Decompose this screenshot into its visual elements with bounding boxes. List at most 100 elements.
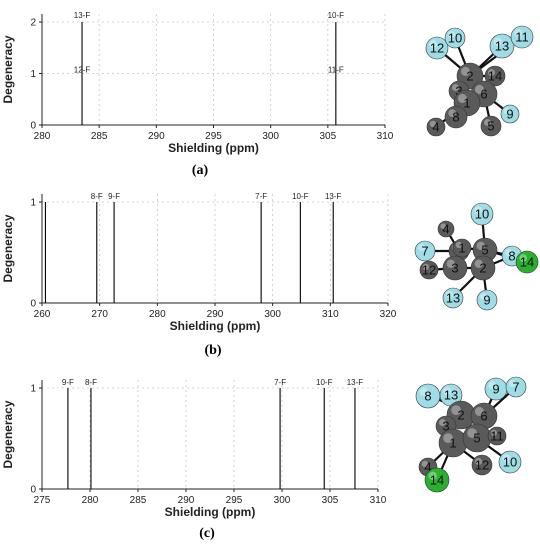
atom-highlight <box>451 405 461 415</box>
atom <box>515 250 539 274</box>
x-tick-label: 275 <box>34 495 51 506</box>
atom-label: 1 <box>463 96 470 111</box>
atom-highlight <box>519 254 528 262</box>
atom-highlight <box>422 263 429 270</box>
y-tick-label: 0 <box>30 485 36 496</box>
x-tick-label: 280 <box>34 131 51 142</box>
x-tick-label: 290 <box>148 131 165 142</box>
atom-highlight <box>419 387 428 396</box>
x-tick-label: 280 <box>82 495 99 506</box>
atom-label: 13 <box>444 388 458 403</box>
atom-highlight <box>474 206 482 214</box>
atom-highlight <box>505 249 512 256</box>
atom-label: 10 <box>448 31 462 46</box>
x-tick-label: 290 <box>207 309 224 320</box>
atom-highlight <box>509 380 516 387</box>
atom <box>452 238 472 258</box>
x-tick-label: 295 <box>226 495 243 506</box>
peak-label: 10-F <box>328 11 345 20</box>
atom-label: 13 <box>446 291 460 306</box>
atom-label: 2 <box>457 408 464 423</box>
atom-label: 10 <box>503 455 517 470</box>
atom-label: 2 <box>466 69 473 84</box>
atom <box>489 33 515 59</box>
atom-highlight <box>476 241 485 250</box>
atom <box>480 115 502 137</box>
atom <box>510 25 534 49</box>
x-tick-label: 310 <box>377 131 394 142</box>
y-axis-title: Degeneracy <box>1 400 15 468</box>
x-tick-label: 260 <box>34 309 51 320</box>
molecule-3: 8 13 9 7 2 6 31 5 11 4 12 10 14 <box>415 376 527 493</box>
atom-highlight <box>428 471 437 480</box>
y-tick-label: 1 <box>30 69 36 80</box>
atom-highlight <box>446 259 455 268</box>
atom-label: 4 <box>442 222 449 237</box>
atom-highlight <box>480 293 487 300</box>
x-tick-label: 310 <box>322 309 339 320</box>
atom-label: 5 <box>481 243 488 258</box>
atom-label: 8 <box>424 389 431 404</box>
atom <box>498 450 522 474</box>
atom-highlight <box>475 458 482 465</box>
atom-label: 12 <box>430 41 444 56</box>
peak-label: 7-F <box>255 192 267 201</box>
chart-panel-2: 260 270 280 290 300 310 320 0 1 Shielding (ppm) De… <box>1 192 397 358</box>
atom-highlight <box>457 93 468 103</box>
x-tick-label: 320 <box>380 309 397 320</box>
atom-label: 7 <box>512 380 519 395</box>
atom-label: 4 <box>432 120 439 135</box>
y-tick-label: 0 <box>30 121 36 132</box>
atom <box>426 117 446 137</box>
atom-highlight <box>503 107 510 114</box>
peak-label: 13-F <box>347 378 364 387</box>
y-tick-label: 0 <box>30 299 36 310</box>
peak-label: 9-F <box>108 192 120 201</box>
atom-label: 9 <box>506 107 513 122</box>
atom-label: 10 <box>475 207 489 222</box>
atom-label: 5 <box>473 431 480 446</box>
y-axis-title: Degeneracy <box>1 35 15 103</box>
y-tick-label: 1 <box>30 384 36 395</box>
atom <box>425 36 449 60</box>
atom-highlight <box>429 120 436 127</box>
y-tick-label: 2 <box>30 18 36 29</box>
peak-label: 13-F <box>74 11 91 20</box>
atom-highlight <box>514 29 523 37</box>
atom-highlight <box>448 31 455 38</box>
y-tick-label: 1 <box>30 198 36 209</box>
x-tick-label: 285 <box>130 495 147 506</box>
atom-highlight <box>429 40 437 49</box>
atom-label: 6 <box>480 87 487 102</box>
atom-highlight <box>488 69 495 76</box>
x-tick-label: 305 <box>322 495 339 506</box>
x-tick-label: 280 <box>149 309 166 320</box>
x-tick-label: 270 <box>91 309 108 320</box>
x-axis-title: Shielding (ppm) <box>170 319 261 333</box>
atom-highlight <box>490 429 497 436</box>
atom-label: 12 <box>422 263 436 278</box>
chart-panel-1: 280 285 290 295 300 305 310 0 1 2 Shielding (ppm) D… <box>1 11 394 178</box>
atom <box>500 104 520 124</box>
atom <box>437 220 455 238</box>
atom-highlight <box>474 84 485 94</box>
x-tick-label: 290 <box>178 495 195 506</box>
atom-highlight <box>460 66 471 76</box>
atom-label: 6 <box>480 409 487 424</box>
peak-label: 10-F <box>292 192 309 201</box>
x-tick-label: 300 <box>262 131 279 142</box>
molecule-2: 41071158141232139 <box>414 202 539 311</box>
atom-label: 1 <box>458 241 465 256</box>
atom <box>424 467 450 493</box>
peak-label: 10-F <box>316 378 333 387</box>
atom-highlight <box>421 460 428 467</box>
atom <box>444 105 468 129</box>
atom-label: 14 <box>488 69 502 84</box>
atom-highlight <box>443 387 451 395</box>
atom <box>414 240 436 262</box>
y-axis-title: Degeneracy <box>1 214 15 282</box>
atom-label: 8 <box>508 249 515 264</box>
atom-label: 9 <box>492 382 499 397</box>
atom-highlight <box>488 381 496 389</box>
